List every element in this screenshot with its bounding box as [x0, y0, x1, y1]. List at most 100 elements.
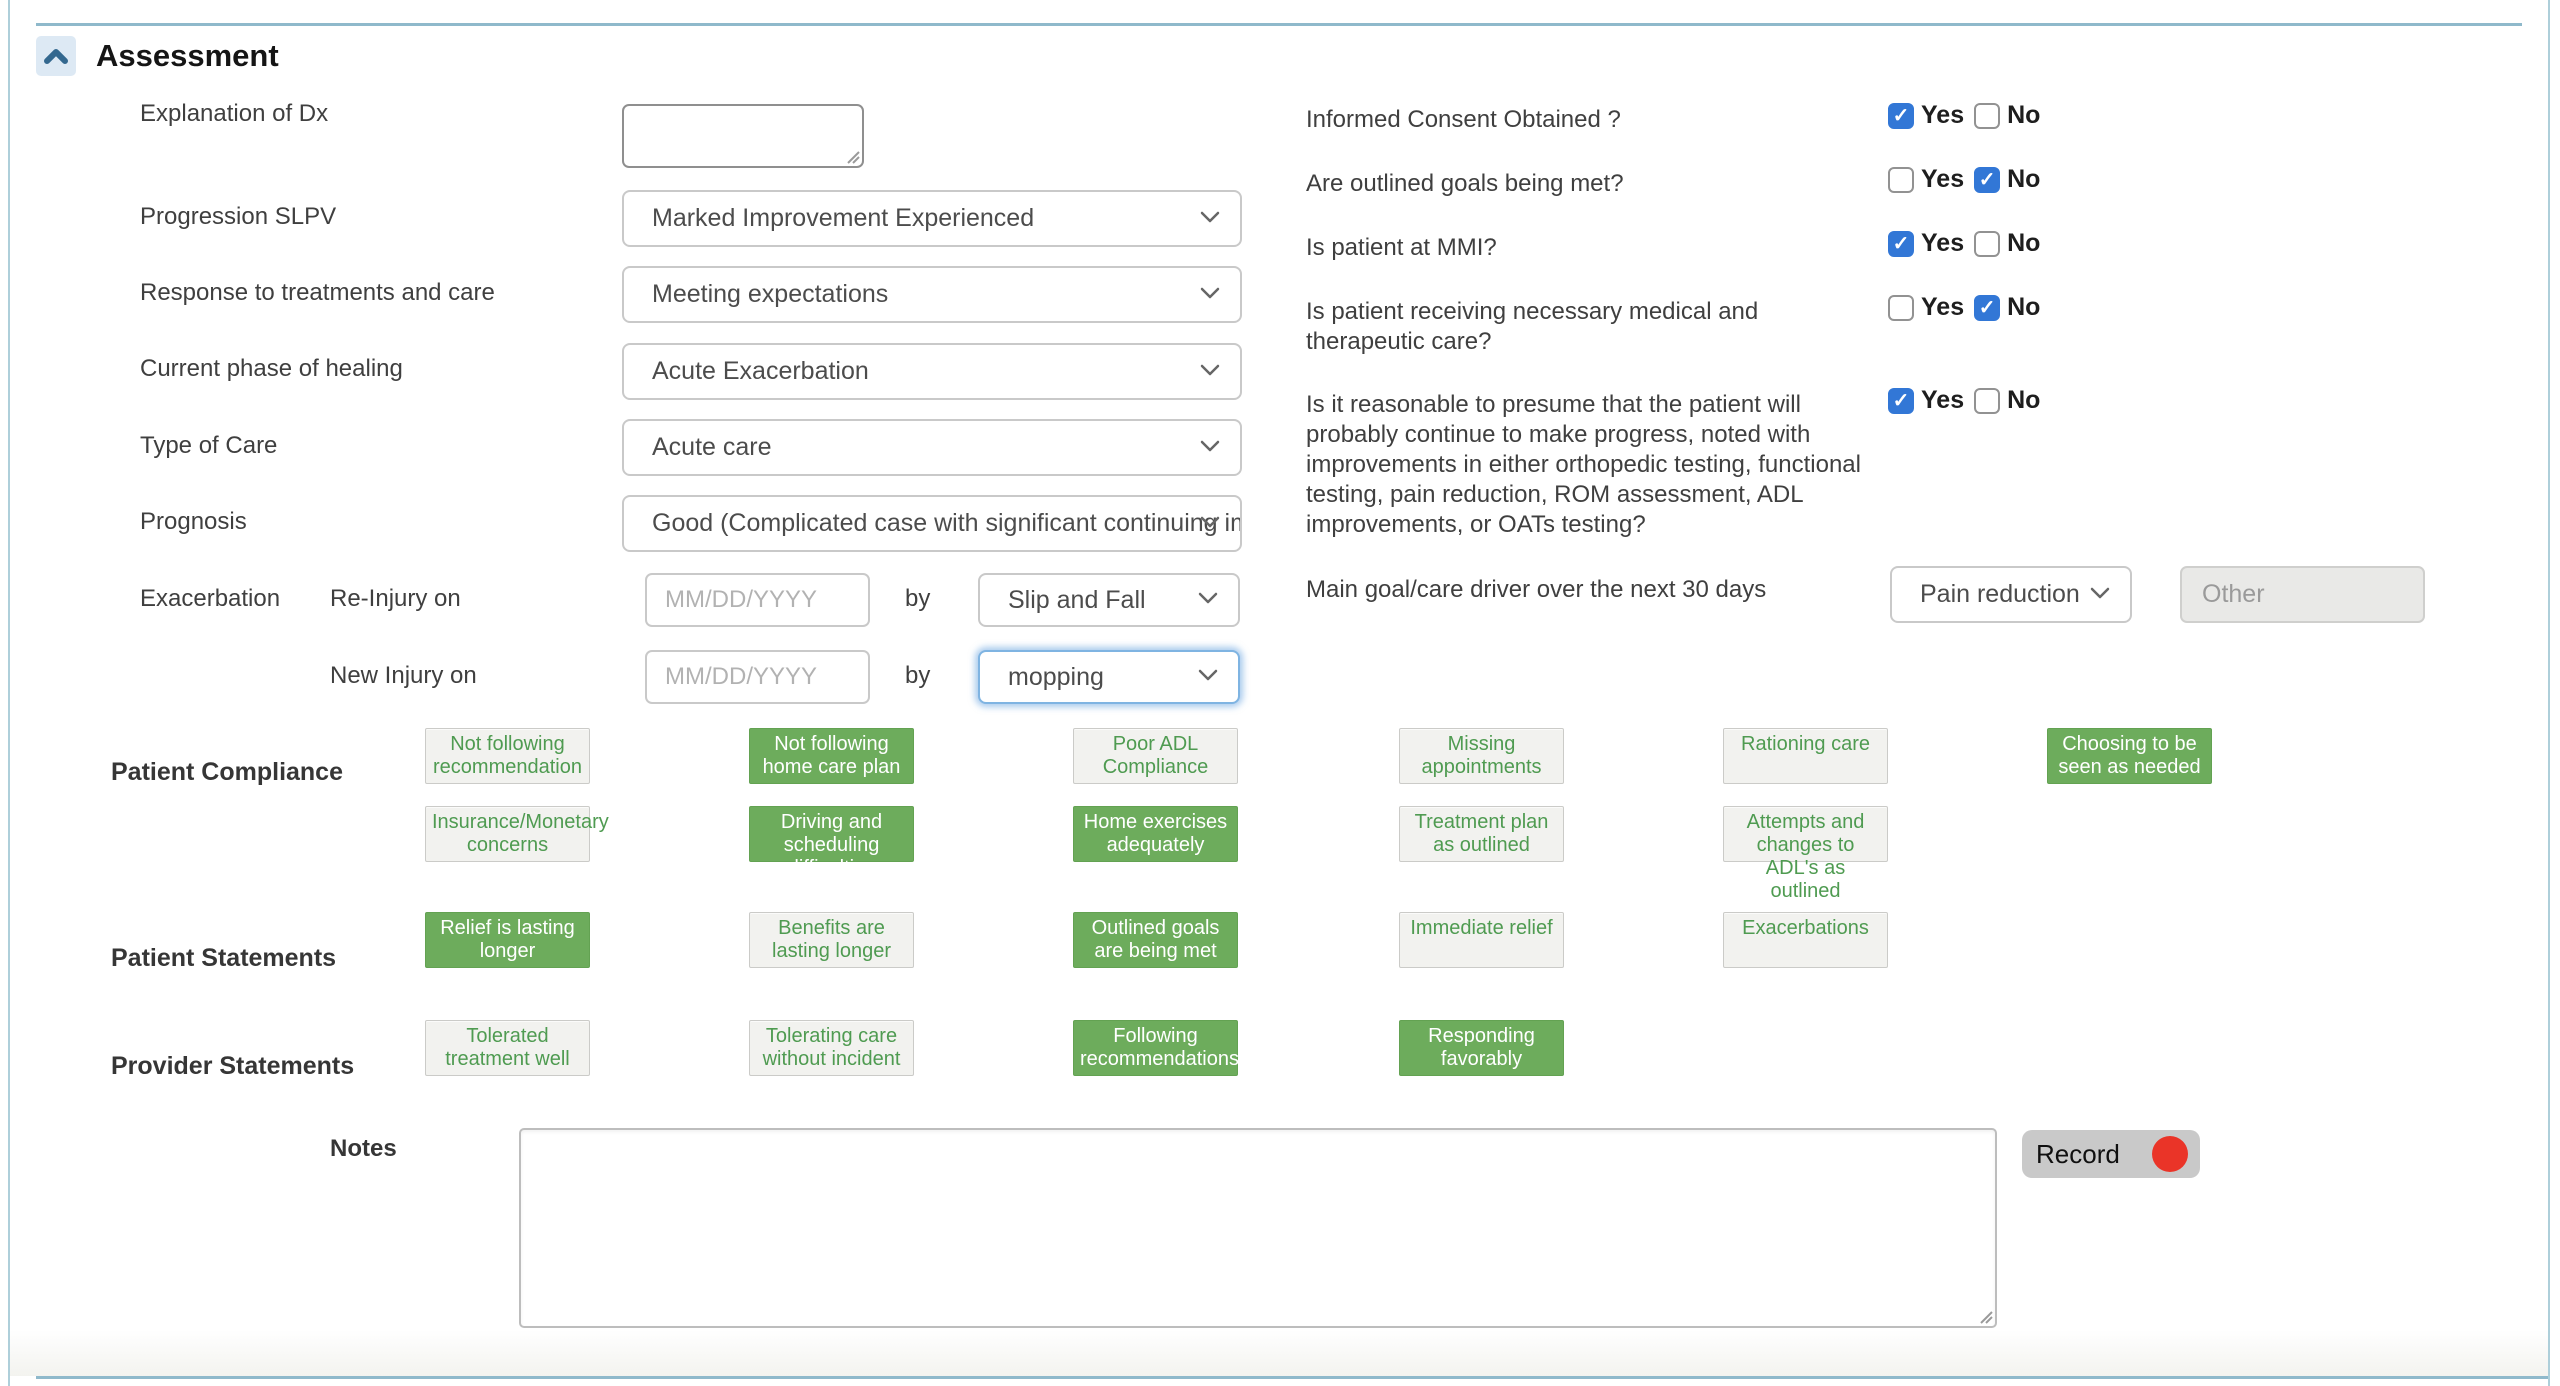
no-label: No — [2007, 386, 2041, 414]
no-checkbox[interactable] — [1974, 387, 2001, 414]
compliance-option-button[interactable]: Home exercises adequately — [1073, 806, 1238, 862]
yes-no-group: Yes No — [1888, 293, 2050, 322]
compliance-option-button[interactable]: Not following recommendation — [425, 728, 590, 784]
yes-checkbox[interactable] — [1888, 387, 1914, 414]
prognosis-label: Prognosis — [140, 508, 247, 535]
yes-label: Yes — [1921, 229, 1965, 257]
type-of-care-label: Type of Care — [140, 432, 278, 459]
patient-statement-button[interactable]: Benefits are lasting longer — [749, 912, 914, 968]
yes-checkbox[interactable] — [1888, 102, 1914, 129]
healing-phase-label: Current phase of healing — [140, 355, 403, 382]
response-label: Response to treatments and care — [140, 279, 495, 306]
resize-grip-icon[interactable] — [844, 148, 860, 164]
question-mmi: Is patient at MMI? — [1306, 234, 1497, 261]
healing-phase-select[interactable]: Acute Exacerbation — [622, 343, 1242, 400]
no-label: No — [2007, 101, 2041, 129]
patient-compliance-label: Patient Compliance — [111, 758, 343, 786]
no-checkbox[interactable] — [1974, 230, 2001, 257]
collapse-section-button[interactable] — [36, 36, 76, 76]
main-goal-label: Main goal/care driver over the next 30 d… — [1306, 576, 1767, 603]
patient-statement-button[interactable]: Relief is lasting longer — [425, 912, 590, 968]
patient-statement-button[interactable]: Outlined goals are being met — [1073, 912, 1238, 968]
compliance-option-button[interactable]: Poor ADL Compliance — [1073, 728, 1238, 784]
new-injury-cause-select[interactable]: mopping — [978, 650, 1240, 704]
explanation-of-dx-textarea[interactable] — [622, 104, 864, 168]
panel-top-divider — [36, 23, 2522, 26]
chevron-down-icon — [1200, 515, 1220, 533]
yes-no-group: Yes No — [1888, 165, 2050, 194]
record-indicator-dot — [2152, 1136, 2188, 1172]
patient-statements-label: Patient Statements — [111, 944, 337, 972]
question-continue-progress: Is it reasonable to presume that the pat… — [1306, 391, 1861, 538]
compliance-option-button[interactable]: Driving and scheduling difficulties — [749, 806, 914, 879]
no-label: No — [2007, 293, 2041, 321]
no-checkbox[interactable] — [1974, 294, 2001, 321]
provider-statement-button[interactable]: Responding favorably — [1399, 1020, 1564, 1076]
progression-slpv-label: Progression SLPV — [140, 203, 337, 230]
compliance-option-button[interactable]: Treatment plan as outlined — [1399, 806, 1564, 862]
no-checkbox[interactable] — [1974, 166, 2001, 193]
main-goal-select[interactable]: Pain reduction — [1890, 566, 2132, 623]
prognosis-select[interactable]: Good (Complicated case with significant … — [622, 495, 1242, 552]
chevron-down-icon — [1200, 363, 1220, 381]
re-injury-by-label: by — [905, 585, 931, 612]
no-label: No — [2007, 165, 2041, 193]
panel-bottom-fade — [10, 1330, 2548, 1376]
patient-statement-button[interactable]: Exacerbations — [1723, 912, 1888, 968]
compliance-option-button[interactable]: Not following home care plan — [749, 728, 914, 784]
yes-label: Yes — [1921, 293, 1965, 321]
chevron-down-icon — [1200, 286, 1220, 304]
chevron-down-icon — [1200, 439, 1220, 457]
response-select[interactable]: Meeting expectations — [622, 266, 1242, 323]
compliance-option-button[interactable]: Missing appointments — [1399, 728, 1564, 784]
chevron-down-icon — [1198, 591, 1218, 609]
chevron-down-icon — [1200, 210, 1220, 228]
yes-checkbox[interactable] — [1888, 294, 1914, 321]
type-of-care-select[interactable]: Acute care — [622, 419, 1242, 476]
compliance-option-button[interactable]: Rationing care — [1723, 728, 1888, 784]
provider-statement-button[interactable]: Tolerating care without incident — [749, 1020, 914, 1076]
new-injury-date-input[interactable] — [645, 650, 870, 704]
main-goal-other-input[interactable] — [2180, 566, 2425, 623]
compliance-option-button[interactable]: Attempts and changes to ADL's as outline… — [1723, 806, 1888, 902]
chevron-up-icon — [44, 48, 68, 64]
panel-right-border — [2548, 0, 2550, 1386]
patient-statement-button[interactable]: Immediate relief — [1399, 912, 1564, 968]
provider-statements-label: Provider Statements — [111, 1052, 355, 1080]
yes-label: Yes — [1921, 165, 1965, 193]
yes-checkbox[interactable] — [1888, 230, 1914, 257]
new-injury-on-label: New Injury on — [330, 662, 477, 689]
question-receiving-care: Is patient receiving necessary medical a… — [1306, 298, 1759, 355]
record-button[interactable]: Record — [2022, 1130, 2200, 1178]
yes-label: Yes — [1921, 386, 1965, 414]
re-injury-on-label: Re-Injury on — [330, 585, 461, 612]
compliance-option-button[interactable]: Insurance/Monetary concerns — [425, 806, 609, 862]
explanation-of-dx-label: Explanation of Dx — [140, 100, 329, 127]
yes-checkbox[interactable] — [1888, 166, 1914, 193]
new-injury-by-label: by — [905, 662, 931, 689]
yes-no-group: Yes No — [1888, 101, 2050, 130]
chevron-down-icon — [1198, 668, 1218, 686]
no-checkbox[interactable] — [1974, 102, 2001, 129]
panel-bottom-divider — [36, 1376, 2548, 1379]
re-injury-date-input[interactable] — [645, 573, 870, 627]
question-outlined-goals: Are outlined goals being met? — [1306, 170, 1624, 197]
progression-slpv-select[interactable]: Marked Improvement Experienced — [622, 190, 1242, 247]
chevron-down-icon — [2090, 586, 2110, 604]
yes-no-group: Yes No — [1888, 386, 2050, 415]
section-title: Assessment — [96, 38, 279, 73]
notes-label: Notes — [330, 1135, 397, 1162]
compliance-option-button[interactable]: Choosing to be seen as needed — [2047, 728, 2212, 784]
notes-textarea[interactable] — [519, 1128, 1997, 1328]
exacerbation-label: Exacerbation — [140, 585, 281, 612]
provider-statement-button[interactable]: Tolerated treatment well — [425, 1020, 590, 1076]
record-button-label: Record — [2036, 1138, 2120, 1169]
re-injury-cause-select[interactable]: Slip and Fall — [978, 573, 1240, 627]
yes-no-group: Yes No — [1888, 229, 2050, 258]
resize-grip-icon[interactable] — [1977, 1308, 1993, 1324]
yes-label: Yes — [1921, 101, 1965, 129]
provider-statement-button[interactable]: Following recommendations — [1073, 1020, 1239, 1076]
question-informed-consent: Informed Consent Obtained ? — [1306, 106, 1621, 133]
no-label: No — [2007, 229, 2041, 257]
